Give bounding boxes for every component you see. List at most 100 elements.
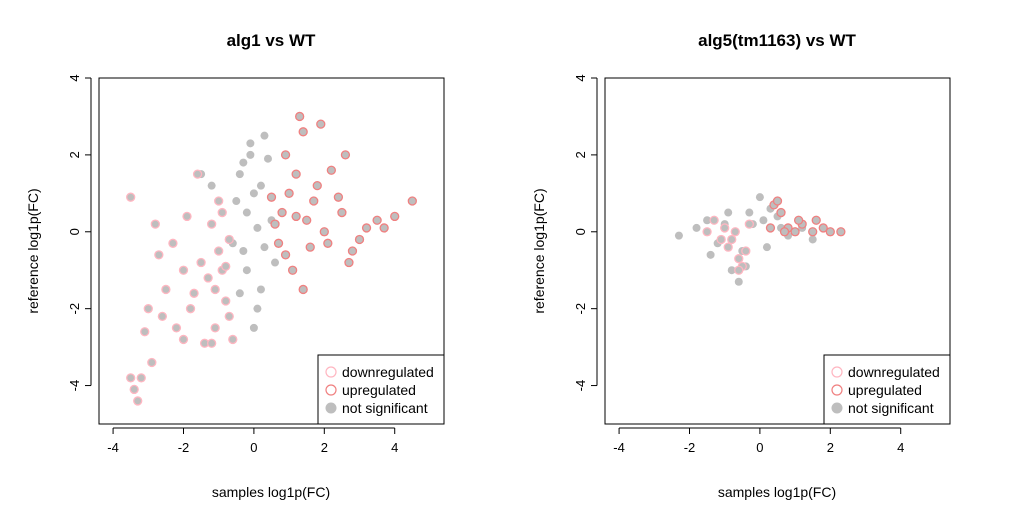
point-upregulated: [818, 223, 828, 233]
point-downregulated: [161, 284, 171, 295]
chart-title: alg1 vs WT: [227, 31, 316, 50]
point-not-significant: [727, 266, 736, 275]
legend-label-upregulated: upregulated: [848, 382, 922, 398]
point-upregulated: [270, 219, 280, 229]
x-axis-label: samples log1p(FC): [212, 484, 330, 500]
point-not-significant: [235, 289, 244, 298]
point-downregulated: [136, 373, 146, 383]
point-upregulated: [340, 150, 351, 160]
point-not-significant: [235, 170, 244, 179]
point-not-significant: [260, 243, 269, 252]
point-downregulated: [702, 227, 712, 237]
point-upregulated: [354, 234, 365, 245]
point-not-significant: [271, 258, 280, 267]
point-not-significant: [692, 223, 701, 232]
point-downregulated: [171, 323, 182, 333]
point-upregulated: [407, 196, 417, 206]
point-not-significant: [703, 216, 712, 225]
point-not-significant: [246, 139, 255, 148]
legend-label-downregulated: downregulated: [342, 364, 434, 380]
point-downregulated: [734, 265, 744, 275]
point-downregulated: [210, 323, 220, 333]
point-upregulated: [291, 211, 301, 222]
x-tick-label: 2: [321, 440, 328, 455]
point-downregulated: [716, 234, 726, 245]
legend-box: [823, 354, 951, 425]
y-tick-label: -4: [573, 380, 588, 392]
point-upregulated: [298, 127, 308, 137]
y-tick-label: 4: [67, 74, 82, 81]
point-not-significant: [674, 231, 683, 240]
point-upregulated: [323, 238, 333, 248]
point-downregulated: [129, 384, 139, 395]
point-upregulated: [808, 227, 818, 237]
point-upregulated: [319, 227, 329, 237]
point-upregulated: [361, 223, 372, 233]
y-axis-ticks: -4 -2 0 2 4: [573, 74, 598, 392]
point-upregulated: [266, 192, 277, 202]
point-not-significant: [242, 266, 251, 275]
x-axis-ticks: -4 -2 0 2 4: [613, 427, 904, 455]
point-not-significant: [706, 250, 715, 259]
point-downregulated: [185, 304, 196, 314]
point-not-significant: [249, 323, 258, 332]
point-downregulated: [221, 261, 231, 272]
point-downregulated: [196, 257, 206, 268]
x-tick-label: -4: [107, 440, 119, 455]
point-downregulated: [203, 273, 213, 283]
point-downregulated: [178, 265, 189, 275]
y-tick-label: 4: [573, 74, 588, 81]
scatter-points: [674, 193, 846, 286]
point-upregulated: [811, 215, 821, 225]
legend-marker-upregulated: [325, 384, 337, 396]
point-not-significant: [745, 208, 754, 217]
point-downregulated: [730, 227, 740, 237]
point-upregulated: [836, 227, 846, 237]
point-downregulated: [214, 196, 224, 206]
point-upregulated: [298, 284, 308, 295]
point-downregulated: [228, 334, 238, 345]
point-upregulated: [284, 188, 294, 198]
x-tick-label: -2: [684, 440, 696, 455]
point-downregulated: [168, 238, 178, 248]
point-downregulated: [723, 242, 733, 252]
x-axis-label: samples log1p(FC): [718, 484, 836, 500]
y-tick-label: -4: [67, 380, 82, 392]
point-downregulated: [157, 311, 168, 322]
point-not-significant: [260, 131, 269, 140]
point-downregulated: [133, 396, 143, 406]
legend-label-not-significant: not significant: [342, 400, 428, 416]
point-downregulated: [178, 334, 189, 345]
plot-frame: [604, 77, 951, 425]
point-upregulated: [390, 211, 400, 222]
point-upregulated: [779, 227, 790, 237]
legend-label-downregulated: downregulated: [848, 364, 940, 380]
point-upregulated: [291, 169, 301, 179]
point-upregulated: [277, 207, 287, 218]
legend-marker-downregulated: [831, 366, 843, 378]
point-downregulated: [147, 357, 157, 368]
legend: downregulated upregulated not significan…: [317, 354, 445, 425]
point-downregulated: [126, 373, 136, 383]
legend-marker-not-significant: [325, 402, 337, 414]
point-downregulated: [207, 219, 217, 229]
point-not-significant: [253, 223, 262, 232]
point-not-significant: [724, 208, 733, 217]
point-not-significant: [232, 197, 241, 206]
point-upregulated: [287, 265, 298, 275]
point-downregulated: [189, 288, 199, 298]
point-not-significant: [239, 158, 248, 167]
point-downregulated: [221, 296, 231, 306]
legend-marker-downregulated: [325, 366, 337, 378]
point-downregulated: [741, 246, 751, 256]
point-not-significant: [239, 247, 248, 255]
chart-panel-alg1: alg1 vs WT samples log1p(FC) reference l…: [25, 31, 445, 500]
point-downregulated: [709, 215, 719, 225]
point-not-significant: [256, 181, 265, 190]
point-not-significant: [734, 277, 743, 286]
point-downregulated: [182, 211, 192, 222]
y-axis-label: reference log1p(FC): [531, 188, 547, 313]
point-not-significant: [242, 208, 251, 217]
point-downregulated: [224, 234, 234, 245]
